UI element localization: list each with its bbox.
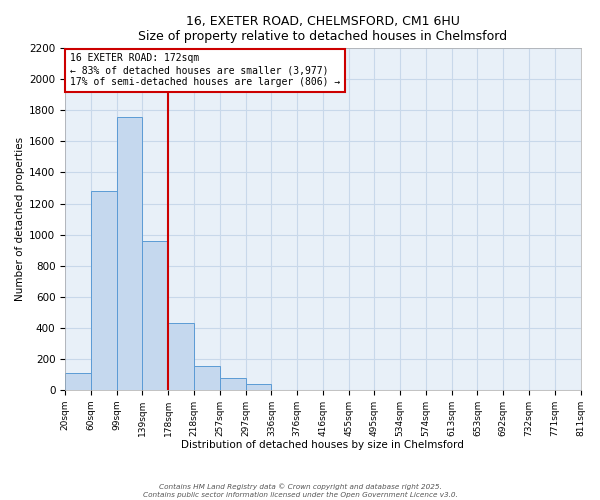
Bar (245, 384, 271, 390)
Bar (194, 366, 220, 390)
Bar (116, 116, 142, 390)
Bar (65, 372, 91, 390)
Bar (91, 191, 116, 390)
Y-axis label: Number of detached properties: Number of detached properties (15, 137, 25, 301)
Text: Contains HM Land Registry data © Crown copyright and database right 2025.
Contai: Contains HM Land Registry data © Crown c… (143, 484, 457, 498)
X-axis label: Distribution of detached houses by size in Chelmsford: Distribution of detached houses by size … (181, 440, 464, 450)
Text: 16 EXETER ROAD: 172sqm
← 83% of detached houses are smaller (3,977)
17% of semi-: 16 EXETER ROAD: 172sqm ← 83% of detached… (70, 54, 341, 86)
Bar (142, 241, 168, 390)
Title: 16, EXETER ROAD, CHELMSFORD, CM1 6HU
Size of property relative to detached house: 16, EXETER ROAD, CHELMSFORD, CM1 6HU Siz… (138, 15, 508, 43)
Bar (220, 378, 245, 390)
Bar (168, 323, 194, 390)
